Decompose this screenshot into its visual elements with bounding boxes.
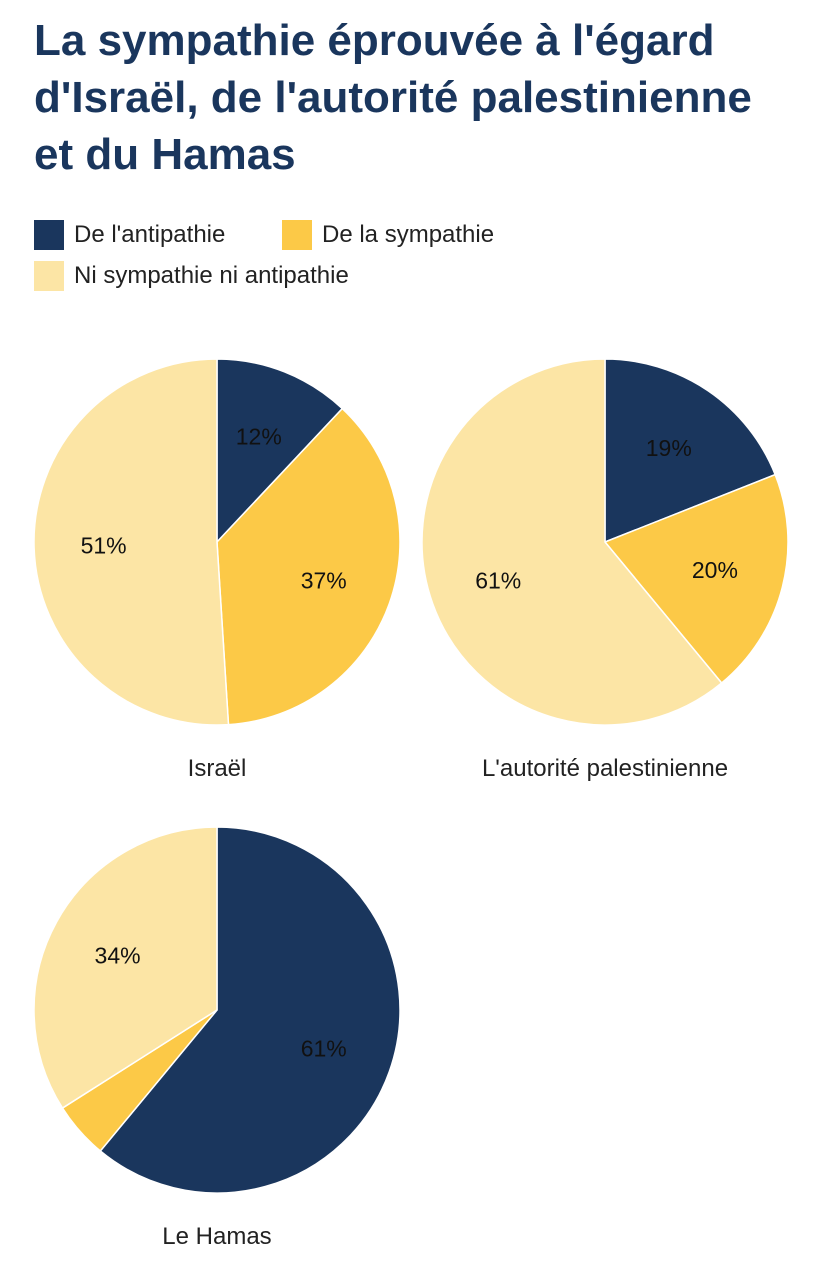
legend-label: De l'antipathie bbox=[74, 221, 226, 248]
pie-caption: L'autorité palestinienne bbox=[482, 755, 728, 782]
slice-label: 19% bbox=[646, 435, 692, 461]
slice-label: 51% bbox=[81, 533, 127, 559]
legend-swatch bbox=[282, 220, 312, 250]
slice-label: 20% bbox=[692, 557, 738, 583]
legend-item-neutral: Ni sympathie ni antipathie bbox=[34, 261, 349, 291]
chart-title: La sympathie éprouvée à l'égard d'Israël… bbox=[34, 16, 752, 179]
slice-label: 37% bbox=[301, 567, 347, 593]
legend-item-sympathy: De la sympathie bbox=[282, 220, 494, 250]
pie-slice bbox=[216, 358, 344, 544]
slice-label: 12% bbox=[236, 424, 282, 450]
pie-slice bbox=[33, 358, 230, 726]
pie-slice bbox=[33, 826, 218, 1110]
pie-slice bbox=[421, 358, 723, 726]
legend-swatch bbox=[34, 261, 64, 291]
legend-label: De la sympathie bbox=[322, 221, 495, 248]
pie-caption: Israël bbox=[188, 755, 247, 782]
slice-label: 61% bbox=[301, 1035, 347, 1061]
pie-slice bbox=[603, 473, 789, 685]
legend-label: Ni sympathie ni antipathie bbox=[74, 262, 349, 289]
legend-item-antipathy: De l'antipathie bbox=[34, 220, 225, 250]
slice-label: 34% bbox=[95, 942, 141, 968]
pie-caption: Le Hamas bbox=[162, 1223, 271, 1250]
legend-swatch bbox=[34, 220, 64, 250]
pie-slice bbox=[99, 826, 401, 1194]
pie-slice bbox=[604, 358, 777, 544]
slice-label: 61% bbox=[475, 567, 521, 593]
pie-slice bbox=[216, 407, 401, 726]
